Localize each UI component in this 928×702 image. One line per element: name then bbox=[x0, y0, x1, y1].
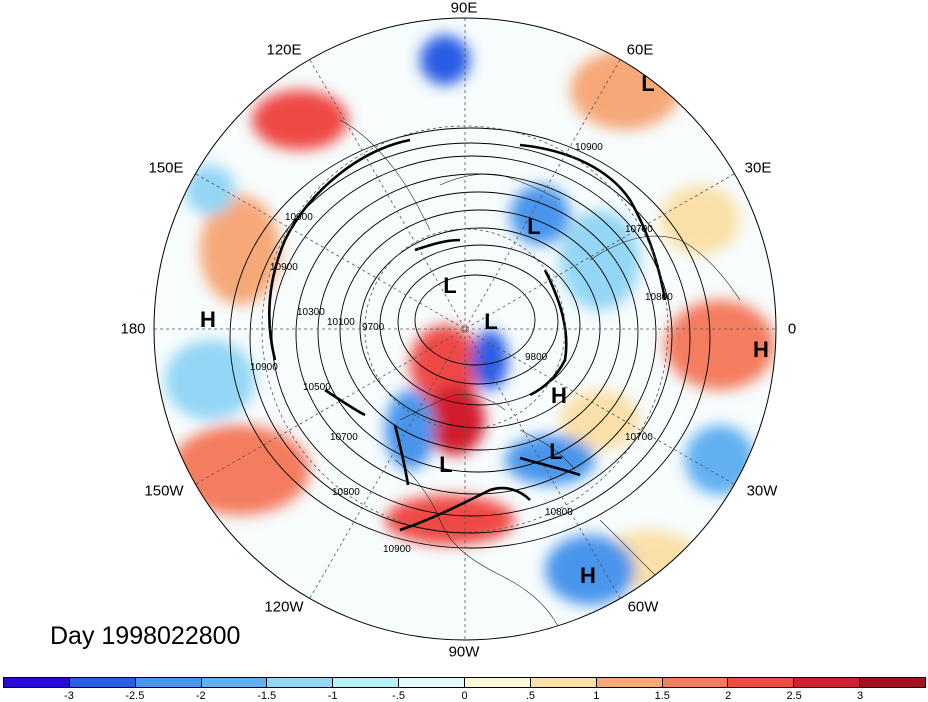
colorbar-tick-label: 1 bbox=[593, 690, 600, 702]
pressure-center: H bbox=[753, 337, 769, 362]
pressure-center: L bbox=[641, 71, 655, 96]
polar-map: 10900 10900 10700 10900 10800 10500 1070… bbox=[153, 17, 777, 641]
lon-label-90e: 90E bbox=[450, 0, 478, 17]
contour-label: 10900 bbox=[383, 544, 411, 555]
colorbar-tick-label: -.5 bbox=[392, 690, 405, 702]
pressure-center: L bbox=[439, 452, 453, 477]
colorbar-tick-label: .5 bbox=[525, 690, 536, 702]
pressure-center: H bbox=[580, 563, 596, 588]
anomaly-cold-canada bbox=[385, 390, 435, 470]
colorbar-cell bbox=[860, 678, 926, 687]
jet-contours bbox=[268, 138, 667, 532]
colorbar-tick-label: 2.5 bbox=[786, 690, 802, 702]
graticule bbox=[154, 18, 776, 640]
anomaly-warm-150w bbox=[170, 425, 310, 515]
colorbar-cell bbox=[794, 678, 861, 687]
contour-label: 10300 bbox=[297, 307, 325, 318]
contour-label: 9800 bbox=[525, 352, 548, 363]
anomaly-cold-60w bbox=[545, 535, 635, 605]
day-title: Day 1998022800 bbox=[50, 622, 241, 650]
lon-label-120e: 120E bbox=[266, 41, 302, 59]
colorbar-tick-label: 3 bbox=[857, 690, 864, 702]
anomaly-cold-30w bbox=[685, 425, 755, 495]
anomaly-field bbox=[154, 18, 776, 640]
colorbar-tick-label: -3 bbox=[64, 690, 74, 702]
contour-label: 10900 bbox=[285, 212, 313, 223]
colorbar-cell bbox=[399, 678, 466, 687]
colorbar-cell bbox=[596, 678, 663, 687]
anomaly-cold-eurasia bbox=[560, 210, 640, 310]
lon-label-30w: 30W bbox=[746, 482, 778, 500]
contour-label: 10900 bbox=[250, 362, 278, 373]
anomaly-cold-150e bbox=[185, 165, 235, 215]
pressure-center: L bbox=[527, 214, 541, 239]
colorbar-cell bbox=[201, 678, 268, 687]
contour-label: 10700 bbox=[625, 432, 653, 443]
lon-label-120w: 120W bbox=[264, 598, 304, 616]
colorbar-cell bbox=[530, 678, 597, 687]
colorbar bbox=[3, 677, 926, 688]
anomaly-cold-90e bbox=[420, 35, 470, 85]
colorbar-tick-label: 0 bbox=[461, 690, 468, 702]
colorbar-cell bbox=[135, 678, 202, 687]
pressure-center: L bbox=[443, 273, 457, 298]
contour-label: 10700 bbox=[625, 224, 653, 235]
colorbar-tick-label: -1.5 bbox=[257, 690, 277, 702]
contour-label: 10500 bbox=[303, 382, 331, 393]
anomaly-warm-atl bbox=[560, 390, 640, 450]
colorbar-tick-label: -2 bbox=[195, 690, 206, 702]
lon-label-30e: 30E bbox=[744, 159, 772, 177]
anomaly-cold-asia bbox=[510, 185, 570, 245]
colorbar-tick-label: 2 bbox=[725, 690, 732, 702]
lon-label-150e: 150E bbox=[148, 159, 184, 177]
anomaly-cold-pole bbox=[472, 330, 508, 390]
colorbar-cell bbox=[662, 678, 729, 687]
contour-labels: 10900 10900 10700 10900 10800 10500 1070… bbox=[250, 142, 673, 555]
contour-label: 10800 bbox=[645, 292, 673, 303]
anomaly-warm-0 bbox=[665, 300, 775, 390]
colorbar-cell bbox=[4, 678, 70, 687]
pressure-center: H bbox=[551, 383, 567, 408]
contour-label: 10900 bbox=[575, 142, 603, 153]
lon-label-150w: 150W bbox=[144, 482, 184, 500]
pressure-center: L bbox=[549, 439, 563, 464]
pressure-center: L bbox=[484, 309, 498, 334]
anomaly-warm-120e bbox=[252, 90, 348, 150]
anomaly-warm-30e bbox=[660, 185, 740, 255]
colorbar-cell bbox=[267, 678, 334, 687]
contour-label: 9700 bbox=[362, 322, 385, 333]
contour-label: 10700 bbox=[330, 432, 358, 443]
colorbar-cell bbox=[69, 678, 136, 687]
colorbar-tick-label: -1 bbox=[327, 690, 338, 702]
lon-label-90w: 90W bbox=[448, 643, 480, 661]
contour-label: 10800 bbox=[332, 487, 360, 498]
lon-label-180: 180 bbox=[120, 320, 146, 338]
colorbar-cell bbox=[465, 678, 531, 687]
map-boundary bbox=[153, 17, 777, 641]
anomaly-warm-namerica bbox=[425, 385, 485, 455]
colorbar-tick-label: 1.5 bbox=[654, 690, 670, 702]
anomaly-warm-pole bbox=[410, 325, 480, 405]
colorbar-cell bbox=[333, 678, 400, 687]
lon-label-60w: 60W bbox=[627, 598, 659, 616]
height-contours bbox=[229, 127, 711, 549]
lon-label-0: 0 bbox=[787, 320, 797, 338]
colorbar-tick-label: -2.5 bbox=[125, 690, 145, 702]
contour-label: 10800 bbox=[545, 507, 573, 518]
contour-label: 10100 bbox=[327, 317, 355, 328]
anomaly-warm-west bbox=[200, 195, 280, 305]
colorbar-cell bbox=[728, 678, 795, 687]
lon-label-60e: 60E bbox=[626, 41, 654, 59]
anomaly-cold-180 bbox=[165, 340, 255, 420]
contour-label: 10900 bbox=[270, 262, 298, 273]
pressure-center: H bbox=[200, 307, 216, 332]
